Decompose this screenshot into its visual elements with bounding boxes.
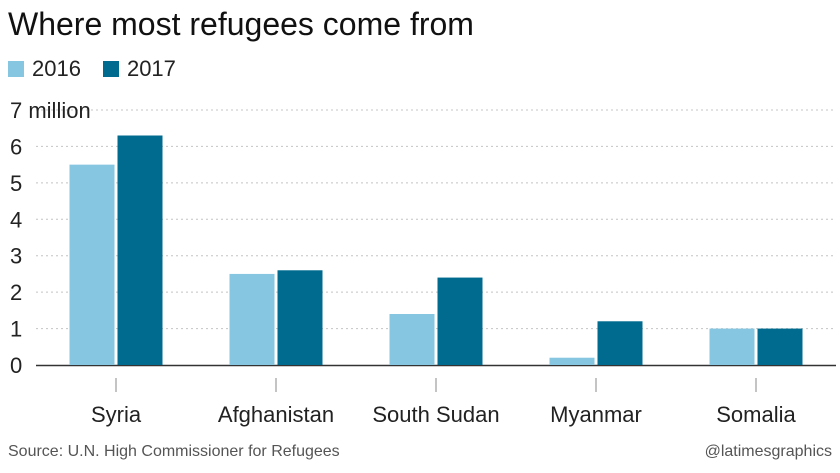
bar-myanmar-2017 xyxy=(597,321,643,365)
bar-afghanistan-2017 xyxy=(277,270,323,365)
bar-afghanistan-2016 xyxy=(229,273,275,365)
x-tick-label: Syria xyxy=(91,402,142,427)
x-tick-label: South Sudan xyxy=(372,402,499,427)
legend-item-2016: 2016 xyxy=(8,56,81,82)
bar-myanmar-2016 xyxy=(549,357,595,365)
chart-title: Where most refugees come from xyxy=(8,6,474,42)
y-tick-label: 7 million xyxy=(10,98,91,123)
y-tick-label: 1 xyxy=(10,317,22,342)
bar-somalia-2017 xyxy=(757,328,803,365)
y-tick-label: 2 xyxy=(10,280,22,305)
y-tick-label: 6 xyxy=(10,134,22,159)
credit-note: @latimesgraphics xyxy=(704,443,832,460)
legend-item-2017: 2017 xyxy=(102,56,176,82)
x-tick-label: Afghanistan xyxy=(218,402,334,427)
x-tick-label: Myanmar xyxy=(550,402,642,427)
source-note: Source: U.N. High Commissioner for Refug… xyxy=(8,443,340,460)
legend-label-2017: 2017 xyxy=(126,56,176,81)
legend-swatch-2016 xyxy=(8,61,24,77)
y-tick-label: 4 xyxy=(10,207,22,232)
bar-south-sudan-2017 xyxy=(437,277,483,365)
legend: 2016 2017 xyxy=(8,56,198,82)
y-tick-label: 3 xyxy=(10,244,22,269)
bar-syria-2017 xyxy=(117,135,163,365)
y-tick-label: 5 xyxy=(10,171,22,196)
legend-swatch-2017 xyxy=(102,61,119,77)
legend-label-2016: 2016 xyxy=(32,56,81,81)
x-tick-label: Somalia xyxy=(716,402,796,427)
bar-south-sudan-2016 xyxy=(389,314,435,365)
bar-syria-2016 xyxy=(69,164,115,365)
y-tick-label: 0 xyxy=(10,353,22,378)
bar-somalia-2016 xyxy=(709,328,755,365)
